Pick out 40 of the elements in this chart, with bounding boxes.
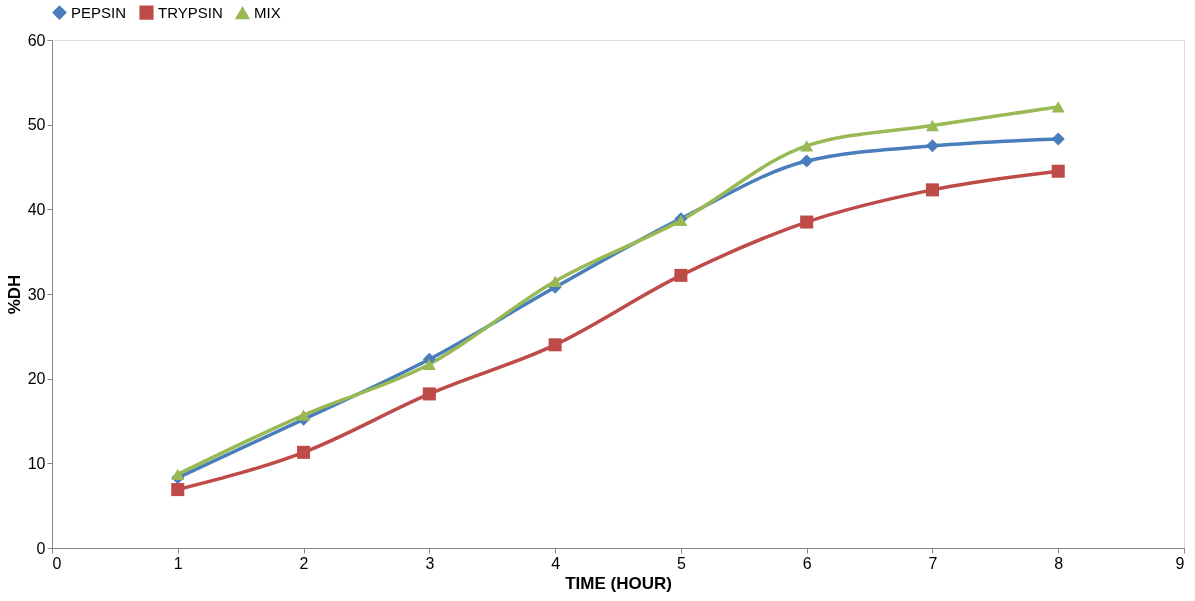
x-tick-label: 3 bbox=[425, 554, 435, 572]
point bbox=[548, 275, 562, 287]
x-tick-label: 6 bbox=[802, 554, 812, 572]
x-tick-label: 5 bbox=[676, 554, 686, 572]
point bbox=[800, 140, 814, 152]
point bbox=[1051, 164, 1065, 178]
x-tick-label: 9 bbox=[1175, 554, 1185, 572]
point bbox=[1051, 132, 1065, 146]
point bbox=[800, 154, 814, 168]
y-tick-label: 30 bbox=[27, 285, 46, 303]
legend-label: MIX bbox=[254, 4, 281, 22]
point bbox=[171, 468, 185, 480]
y-tick-label: 20 bbox=[27, 370, 46, 388]
y-axis-title: %DH bbox=[4, 274, 24, 315]
point bbox=[925, 119, 939, 132]
point bbox=[800, 215, 814, 229]
x-tick-label: 2 bbox=[299, 554, 309, 572]
y-tick-label: 60 bbox=[27, 31, 46, 49]
point bbox=[297, 445, 311, 459]
x-tick-label: 7 bbox=[928, 554, 938, 572]
point bbox=[422, 358, 436, 370]
x-tick-label: 8 bbox=[1054, 554, 1064, 572]
x-tick-label: 1 bbox=[173, 554, 183, 572]
y-tick-label: 50 bbox=[27, 116, 46, 134]
point bbox=[925, 183, 939, 197]
point bbox=[422, 387, 436, 401]
legend-label: PEPSIN bbox=[71, 3, 127, 21]
point bbox=[548, 338, 562, 352]
point bbox=[674, 268, 688, 282]
point bbox=[1051, 101, 1065, 113]
y-tick-label: 40 bbox=[27, 200, 46, 218]
point bbox=[171, 483, 185, 497]
x-tick-label: 0 bbox=[52, 554, 62, 572]
x-tick-label: 4 bbox=[551, 554, 561, 572]
x-axis-title: TIME (HOUR) bbox=[565, 573, 672, 593]
legend-label: TRYPSIN bbox=[158, 3, 223, 21]
point bbox=[297, 409, 311, 421]
y-tick-label: 10 bbox=[27, 454, 46, 472]
y-tick-label: 0 bbox=[36, 539, 46, 557]
point bbox=[925, 139, 939, 153]
